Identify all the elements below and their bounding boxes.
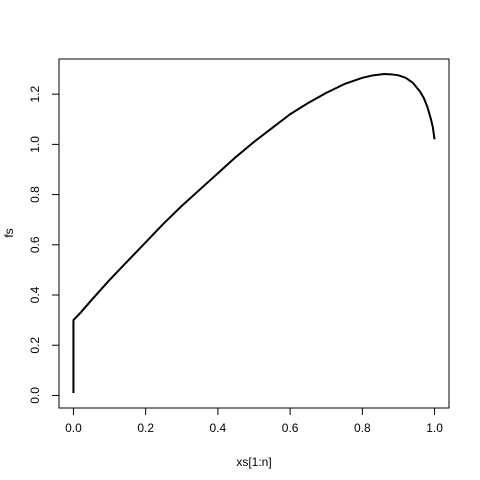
x-tick-label: 0.0 (65, 421, 82, 435)
y-tick-label: 0.6 (28, 236, 42, 253)
x-tick-label: 0.2 (137, 421, 154, 435)
series-line (72, 73, 436, 393)
x-tick-label: 0.6 (282, 421, 299, 435)
x-axis-label: xs[1:n] (236, 455, 271, 469)
y-axis: 0.0 0.2 0.4 0.6 0.8 1.0 1.2 (28, 85, 60, 404)
x-tick-label: 1.0 (426, 421, 443, 435)
y-tick-label: 1.0 (28, 136, 42, 153)
x-tick-label: 0.8 (354, 421, 371, 435)
y-axis-label: fs (2, 228, 16, 237)
x-axis: 0.0 0.2 0.4 0.6 0.8 1.0 (65, 407, 443, 435)
y-tick-label: 0.0 (28, 387, 42, 404)
y-tick-label: 1.2 (28, 85, 42, 102)
x-tick-label: 0.4 (210, 421, 227, 435)
y-tick-label: 0.4 (28, 286, 42, 303)
plot-box (58, 58, 450, 409)
y-tick-label: 0.8 (28, 186, 42, 203)
y-tick-label: 0.2 (28, 337, 42, 354)
